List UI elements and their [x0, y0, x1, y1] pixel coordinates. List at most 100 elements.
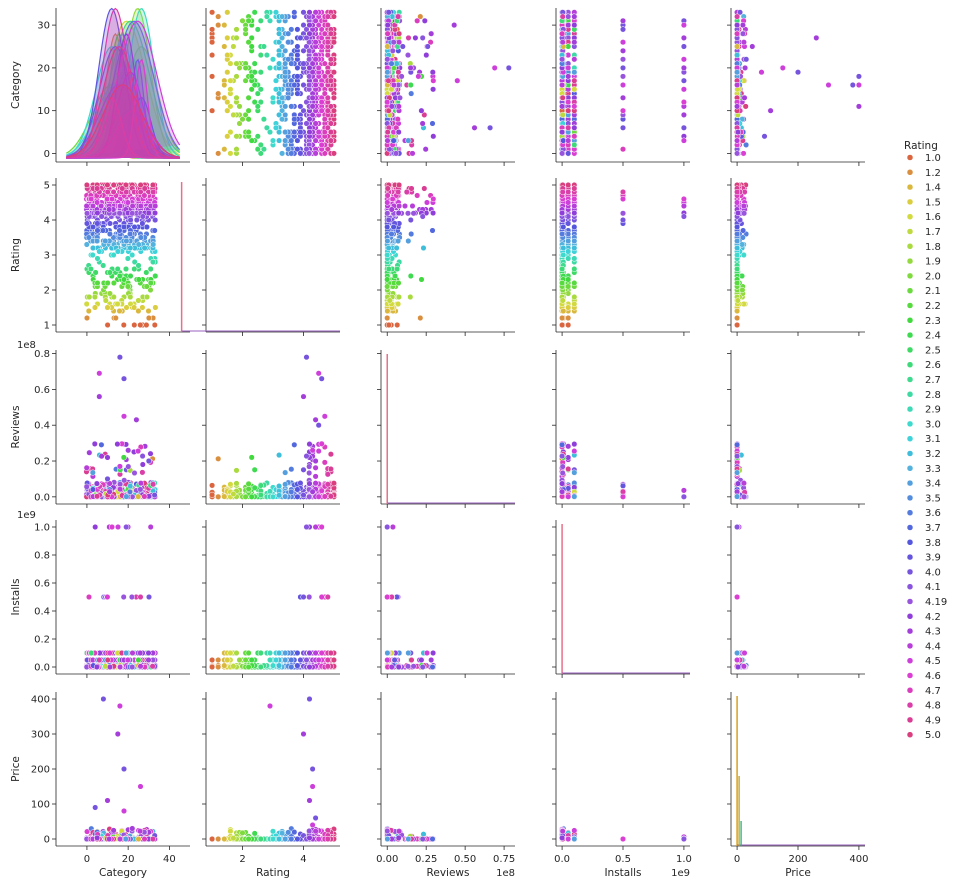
- scatter-point: [429, 120, 436, 127]
- scatter-point: [327, 77, 334, 84]
- scatter-point: [619, 39, 627, 46]
- scatter-point: [451, 22, 458, 29]
- panel-category-vs-rating: [202, 8, 340, 166]
- scatter-point: [734, 13, 741, 20]
- scatter-point: [407, 64, 414, 71]
- scatter-point: [152, 216, 159, 224]
- scatter-point: [104, 181, 111, 189]
- scatter-point: [236, 120, 243, 127]
- scatter-point: [559, 30, 566, 37]
- scatter-point: [571, 56, 578, 63]
- scatter-point: [227, 77, 234, 84]
- scatter-point: [149, 181, 156, 189]
- scatter-point: [430, 77, 437, 84]
- scatter-point: [415, 73, 422, 80]
- scatter-point: [135, 276, 142, 283]
- scatter-point: [89, 202, 97, 210]
- scatter-point: [306, 150, 313, 157]
- scatter-point: [393, 60, 400, 67]
- scatter-point: [221, 146, 228, 153]
- scatter-point: [571, 77, 578, 84]
- scatter-point: [619, 47, 627, 54]
- scatter-point: [276, 30, 283, 37]
- scatter-point: [559, 150, 566, 157]
- scatter-point: [291, 81, 298, 89]
- scatter-point: [324, 39, 331, 46]
- scatter-point: [734, 150, 741, 157]
- scatter-point: [221, 43, 228, 50]
- scatter-point: [385, 9, 392, 16]
- scatter-point: [739, 22, 746, 29]
- scatter-point: [89, 244, 97, 252]
- scatter-point: [151, 227, 158, 234]
- scatter-point: [559, 81, 566, 89]
- scatter-point: [127, 216, 134, 224]
- scatter-point: [251, 81, 258, 89]
- scatter-point: [266, 64, 274, 71]
- scatter-point: [224, 9, 231, 16]
- scatter-point: [430, 86, 437, 93]
- scatter-point: [619, 94, 627, 101]
- scatter-point: [312, 137, 319, 144]
- scatter-point: [384, 22, 391, 29]
- scatter-point: [276, 137, 283, 144]
- scatter-point: [288, 60, 295, 67]
- scatter-point: [306, 9, 313, 16]
- scatter-point: [83, 220, 91, 227]
- scatter-point: [565, 64, 572, 71]
- scatter-point: [106, 230, 113, 238]
- scatter-point: [230, 111, 237, 118]
- scatter-point: [424, 43, 431, 50]
- scatter-point: [151, 209, 159, 217]
- scatter-point: [116, 210, 123, 217]
- scatter-point: [405, 34, 412, 41]
- scatter-point: [87, 265, 94, 273]
- scatter-point: [571, 39, 578, 46]
- scatter-point: [619, 107, 627, 114]
- scatter-point: [312, 56, 319, 63]
- scatter-point: [143, 283, 150, 290]
- scatter-point: [300, 47, 307, 54]
- scatter-point: [242, 64, 249, 71]
- scatter-point: [306, 56, 313, 63]
- scatter-point: [127, 230, 134, 238]
- scatter-point: [215, 13, 222, 20]
- scatter-point: [312, 39, 319, 46]
- scatter-point: [849, 81, 856, 89]
- scatter-point: [257, 17, 264, 24]
- scatter-point: [106, 269, 113, 276]
- scatter-point: [680, 77, 687, 84]
- scatter-point: [215, 90, 222, 97]
- scatter-point: [108, 195, 116, 203]
- scatter-point: [137, 234, 144, 241]
- scatter-point: [221, 94, 228, 101]
- scatter-point: [419, 120, 426, 127]
- scatter-point: [282, 129, 289, 136]
- scatter-point: [127, 272, 134, 280]
- scatter-point: [102, 237, 109, 245]
- scatter-point: [559, 94, 566, 101]
- scatter-point: [327, 137, 334, 144]
- scatter-point: [294, 52, 301, 59]
- scatter-point: [83, 314, 91, 322]
- scatter-point: [263, 52, 270, 59]
- scatter-point: [291, 116, 298, 123]
- scatter-point: [571, 124, 578, 131]
- scatter-point: [285, 94, 292, 101]
- scatter-point: [324, 69, 331, 76]
- scatter-point: [565, 150, 572, 157]
- scatter-point: [288, 103, 295, 110]
- kde-curve: [66, 20, 181, 159]
- scatter-point: [559, 56, 566, 63]
- scatter-point: [306, 129, 313, 136]
- scatter-point: [330, 150, 337, 157]
- scatter-point: [152, 202, 159, 210]
- scatter-point: [303, 34, 310, 41]
- scatter-point: [294, 73, 301, 80]
- scatter-point: [571, 103, 578, 110]
- scatter-point: [309, 94, 316, 101]
- scatter-point: [384, 129, 391, 136]
- scatter-point: [559, 13, 566, 20]
- scatter-point: [855, 73, 862, 80]
- scatter-point: [94, 255, 101, 262]
